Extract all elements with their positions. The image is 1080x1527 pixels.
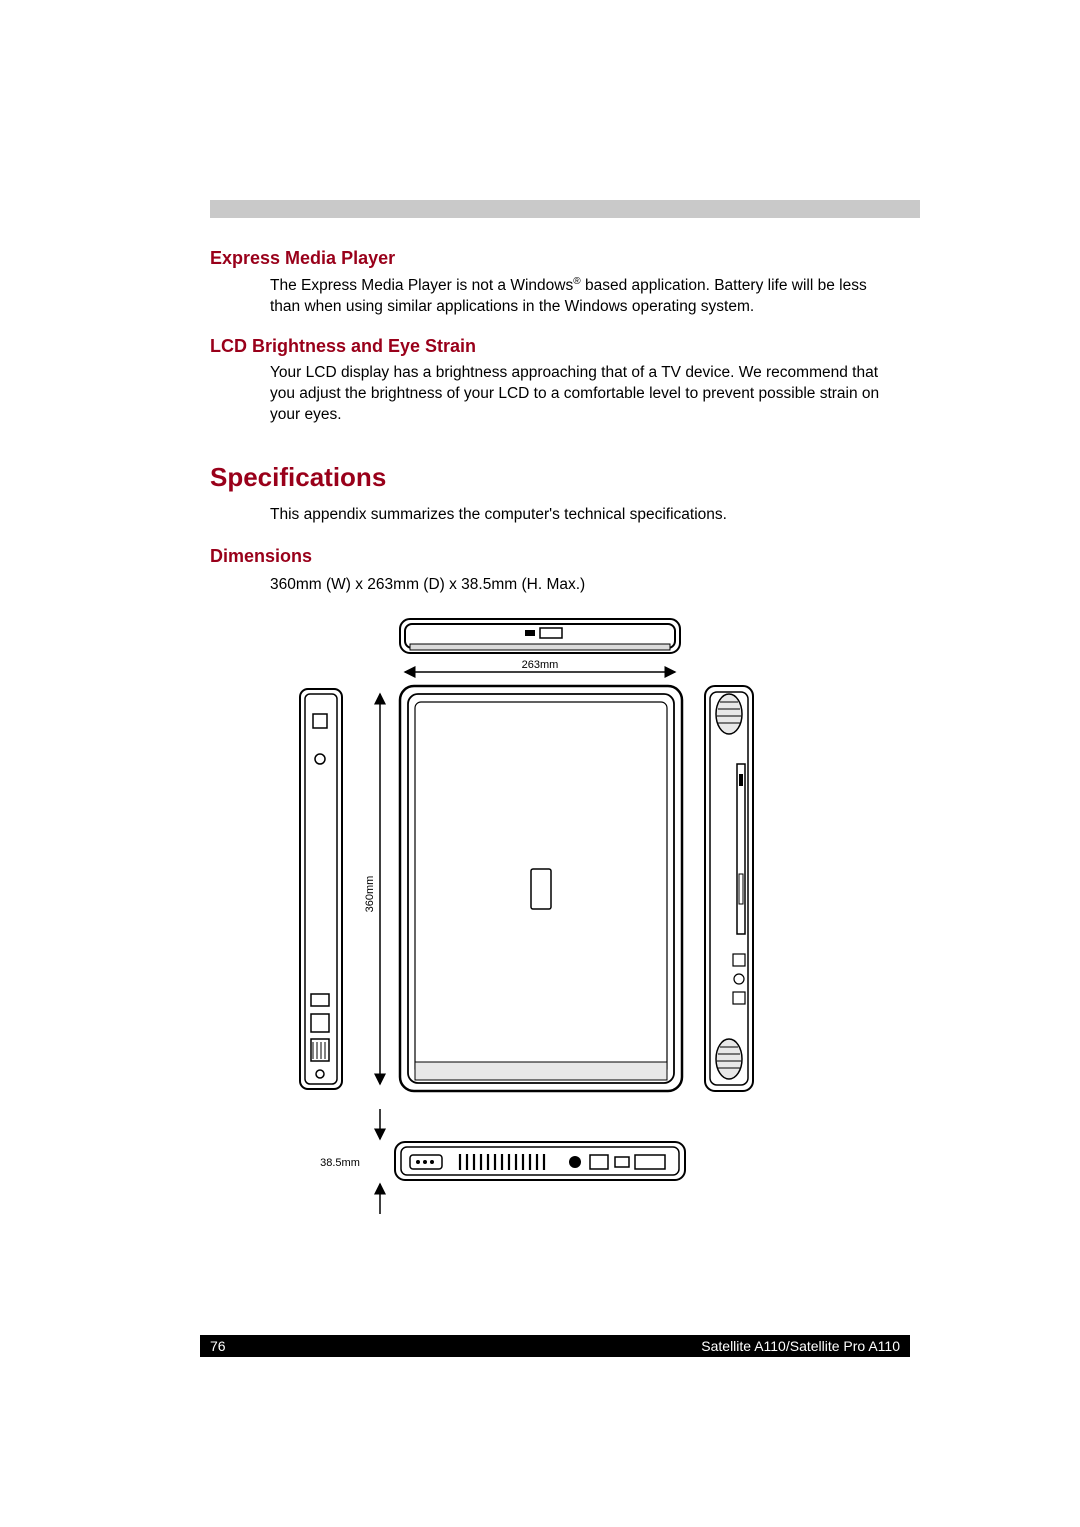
diagram-main-top-view [400, 686, 682, 1091]
paragraph-dimensions: 360mm (W) x 263mm (D) x 38.5mm (H. Max.) [270, 575, 900, 596]
registered-symbol: ® [573, 276, 580, 287]
text-express-media-a: The Express Media Player is not a Window… [270, 277, 573, 294]
heading-specifications: Specifications [210, 462, 900, 493]
heading-express-media: Express Media Player [210, 248, 900, 269]
header-divider-bar [210, 200, 920, 218]
footer-doc-title: Satellite A110/Satellite Pro A110 [226, 1338, 900, 1354]
paragraph-express-media: The Express Media Player is not a Window… [270, 275, 900, 318]
diagram-svg: 263mm 360mm [275, 614, 845, 1264]
height-dimension-label: 360mm [364, 875, 376, 912]
page-footer: 76 Satellite A110/Satellite Pro A110 [200, 1335, 910, 1357]
width-dimension-label: 263mm [522, 659, 559, 671]
dimensions-diagram: 263mm 360mm [275, 614, 845, 1264]
diagram-rear-view [395, 1142, 685, 1180]
heading-lcd-brightness: LCD Brightness and Eye Strain [210, 336, 900, 357]
footer-page-number: 76 [210, 1338, 226, 1354]
diagram-right-side-view [705, 686, 753, 1091]
heading-dimensions: Dimensions [210, 546, 900, 567]
document-page: Express Media Player The Express Media P… [0, 0, 1080, 1264]
diagram-left-side-view [300, 689, 342, 1089]
diagram-top-view [400, 619, 680, 653]
paragraph-lcd: Your LCD display has a brightness approa… [270, 363, 900, 426]
thickness-dimension-label: 38.5mm [320, 1157, 360, 1169]
paragraph-spec-intro: This appendix summarizes the computer's … [270, 505, 900, 526]
